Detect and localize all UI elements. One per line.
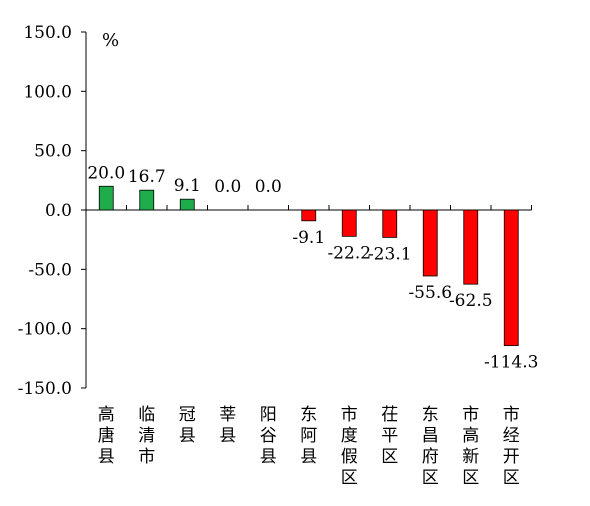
category-label: 市高新区 — [462, 405, 479, 488]
data-label: 9.1 — [174, 176, 201, 196]
unit-label: % — [102, 30, 119, 51]
y-tick-label: -150.0 — [18, 379, 72, 399]
bar — [504, 210, 518, 346]
data-label: -55.6 — [408, 283, 452, 303]
y-tick-label: 0.0 — [45, 201, 72, 221]
category-label: 临清市 — [138, 405, 155, 467]
bar — [423, 210, 437, 276]
data-label: -23.1 — [368, 244, 412, 264]
y-tick-label: -100.0 — [18, 320, 72, 340]
y-tick-label: 150.0 — [23, 23, 72, 43]
y-tick-label: -50.0 — [28, 260, 72, 280]
category-label: 莘县 — [219, 405, 236, 446]
data-label: 16.7 — [128, 167, 166, 187]
y-tick-label: 100.0 — [23, 82, 72, 102]
bar — [99, 186, 113, 210]
data-label: -114.3 — [484, 353, 538, 373]
bar — [302, 210, 316, 221]
category-label: 冠县 — [179, 405, 196, 446]
data-label: -9.1 — [292, 228, 325, 248]
category-label: 东阿县 — [300, 405, 317, 467]
y-tick-label: 50.0 — [34, 142, 72, 162]
category-label: 阳谷县 — [260, 405, 277, 467]
data-label: -22.2 — [327, 243, 371, 263]
bar — [140, 190, 154, 210]
data-label: 0.0 — [214, 177, 241, 197]
data-label: -62.5 — [449, 291, 493, 311]
category-label: 市经开区 — [503, 405, 520, 488]
bar — [180, 199, 194, 210]
category-label: 市度假区 — [341, 405, 358, 488]
category-label: 茌平区 — [381, 405, 398, 467]
data-label: 20.0 — [87, 163, 125, 183]
y-axis: 150.0 100.0 50.0 0.0 -50.0 -100.0 -150.0 — [18, 23, 86, 399]
data-label: 0.0 — [255, 177, 282, 197]
bar — [342, 210, 356, 236]
category-label: 东昌府区 — [422, 405, 439, 488]
bar — [383, 210, 397, 237]
category-label: 高唐县 — [98, 405, 115, 467]
bar — [464, 210, 478, 284]
